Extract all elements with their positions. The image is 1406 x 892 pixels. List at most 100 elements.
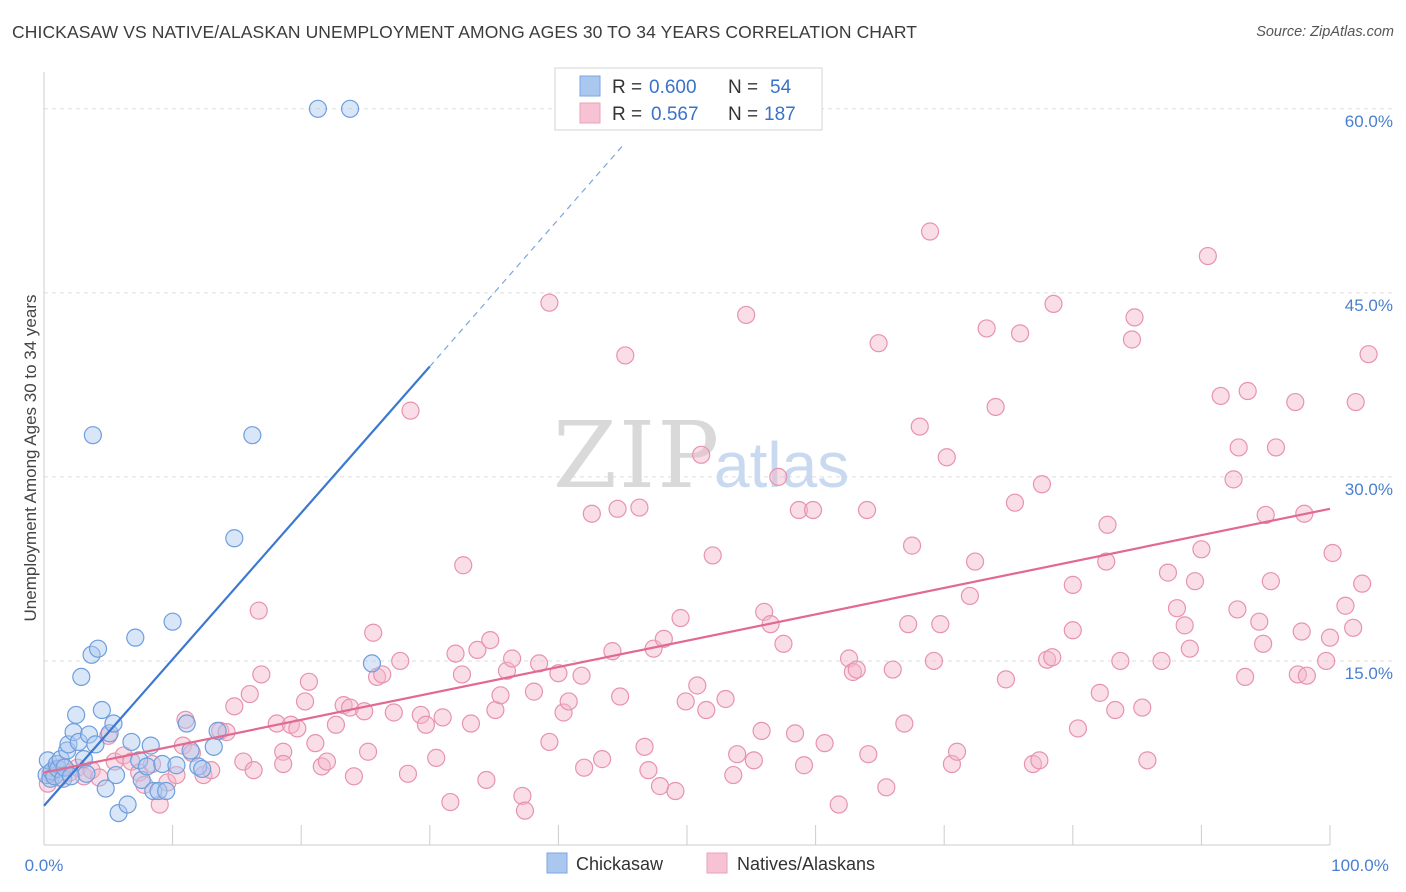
natives-alaskans-point [1344, 618, 1363, 637]
chickasaw-point [340, 99, 360, 118]
chickasaw-point [100, 724, 119, 743]
natives-alaskans-point [666, 781, 685, 801]
natives-alaskans-point [877, 778, 896, 797]
natives-alaskans-point [1346, 392, 1365, 412]
natives-alaskans-point [1010, 324, 1030, 343]
natives-alaskans-point [572, 666, 591, 685]
natives-alaskans-point [1229, 438, 1248, 457]
natives-alaskans-point [416, 715, 436, 734]
chickasaw-point [126, 628, 145, 647]
chickasaw-point [104, 714, 123, 733]
natives-alaskans-point [1359, 345, 1378, 364]
natives-alaskans-point [785, 724, 805, 743]
natives-alaskans-point [789, 500, 808, 520]
natives-alaskans-point [654, 629, 673, 648]
legend-r-label-2: R = [612, 104, 642, 125]
natives-alaskans-point [503, 649, 522, 668]
chickasaw-point [106, 765, 126, 785]
natives-alaskans-point [1224, 470, 1243, 489]
natives-alaskans-point [582, 504, 601, 523]
chickasaw-point [79, 725, 99, 744]
natives-alaskans-point [358, 742, 378, 761]
natives-alaskans-point [774, 634, 793, 653]
natives-alaskans-point [947, 742, 967, 761]
natives-alaskans-point [1266, 438, 1286, 457]
natives-alaskans-point [859, 745, 878, 764]
chickasaw-point [72, 667, 91, 687]
natives-alaskans-point [847, 660, 866, 679]
natives-alaskans-point [1044, 294, 1063, 313]
natives-alaskans-point [1185, 572, 1205, 591]
natives-alaskans-point [559, 692, 578, 711]
natives-alaskans-point [883, 660, 902, 679]
natives-alaskans-point [384, 703, 403, 722]
legend-r-label-1: R = [612, 77, 642, 98]
natives-alaskans-point [1236, 667, 1255, 687]
natives-alaskans-point [1068, 719, 1088, 738]
legend-n-label-2: N = [728, 104, 758, 125]
chickasaw-point [118, 795, 137, 814]
chickasaw-trend-line [43, 365, 431, 807]
natives-alaskans-point [1138, 751, 1157, 770]
natives-alaskans-point [593, 750, 612, 769]
natives-alaskans-point [794, 756, 814, 775]
natives-alaskans-point [441, 792, 460, 812]
natives-alaskans-point [965, 552, 985, 571]
y-tick-label: 60.0% [1345, 112, 1393, 131]
watermark-zip: ZIP [553, 402, 721, 509]
natives-alaskans-point [650, 777, 670, 796]
chickasaw-point [153, 754, 172, 774]
chickasaw-point [308, 99, 328, 118]
natives-alaskans-point [554, 703, 573, 722]
natives-alaskans-point [452, 665, 472, 684]
legend-r-value-chickasaw: 0.600 [649, 77, 697, 98]
natives-alaskans-point [692, 445, 711, 464]
natives-alaskans-point [461, 714, 481, 733]
natives-alaskans-point [391, 651, 410, 671]
natives-alaskans-point [769, 467, 788, 487]
series-label-chickasaw: Chickasaw [576, 854, 664, 874]
series-swatch-chickasaw [546, 852, 568, 874]
natives-alaskans-point [996, 670, 1016, 689]
natives-alaskans-point [931, 615, 950, 634]
chickasaw-point [77, 764, 96, 783]
series-swatch-natives [706, 852, 728, 874]
chart-title: CHICKASAW VS NATIVE/ALASKAN UNEMPLOYMENT… [12, 22, 918, 42]
natives-alaskans-point [1158, 563, 1178, 582]
chickasaw-trend-extension [429, 145, 624, 367]
natives-alaskans-point [1323, 543, 1342, 563]
natives-alaskans-point [515, 801, 535, 820]
chickasaw-point [167, 756, 186, 775]
natives-alaskans-point [1032, 475, 1052, 494]
chickasaw-point [204, 737, 223, 756]
natives-alaskans-point [1336, 596, 1355, 615]
natives-alaskans-point [1098, 515, 1117, 534]
natives-alaskans-point [491, 686, 510, 705]
natives-alaskans-point [716, 689, 735, 709]
legend-n-value-chickasaw: 54 [770, 77, 792, 98]
natives-alaskans-point [703, 546, 722, 565]
natives-alaskans-point [249, 601, 268, 620]
natives-alaskans-point [1167, 599, 1187, 618]
natives-alaskans-point [697, 700, 716, 720]
chickasaw-point [92, 700, 111, 720]
natives-alaskans-point [540, 732, 559, 752]
natives-alaskans-point [986, 397, 1005, 417]
x-tick-label-min: 0.0% [25, 856, 64, 875]
natives-alaskans-point [803, 500, 823, 520]
natives-alaskans-point [899, 615, 918, 634]
natives-alaskans-point [611, 687, 630, 706]
natives-alaskans-point [1254, 634, 1273, 653]
chickasaw-point [243, 426, 262, 445]
natives-alaskans-point [608, 499, 627, 518]
natives-alaskans-point [1111, 651, 1130, 671]
natives-alaskans-point [295, 692, 315, 711]
natives-alaskans-point [225, 697, 244, 716]
natives-alaskans-point [398, 764, 418, 783]
natives-alaskans-point [446, 644, 465, 663]
natives-alaskans-point [299, 672, 319, 691]
source-label: Source: ZipAtlas.com [1256, 24, 1394, 40]
natives-alaskans-point [240, 684, 259, 704]
natives-alaskans-point [728, 745, 747, 764]
natives-alaskans-point [167, 765, 186, 785]
